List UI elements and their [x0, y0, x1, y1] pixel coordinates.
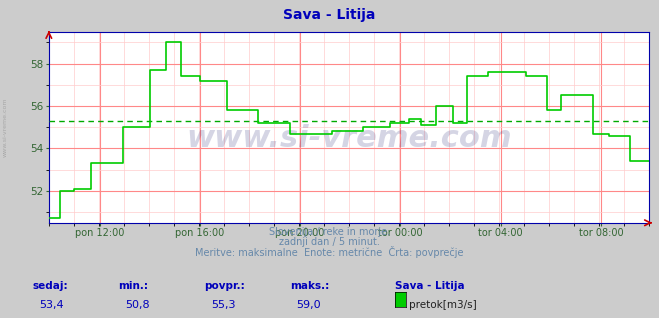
Text: zadnji dan / 5 minut.: zadnji dan / 5 minut.	[279, 237, 380, 247]
Text: Sava - Litija: Sava - Litija	[395, 281, 465, 291]
Text: Slovenija / reke in morje.: Slovenija / reke in morje.	[269, 227, 390, 237]
Text: Meritve: maksimalne  Enote: metrične  Črta: povprečje: Meritve: maksimalne Enote: metrične Črta…	[195, 246, 464, 259]
Text: 59,0: 59,0	[297, 300, 321, 309]
Text: sedaj:: sedaj:	[33, 281, 69, 291]
Text: min.:: min.:	[119, 281, 149, 291]
Text: www.si-vreme.com: www.si-vreme.com	[186, 124, 512, 153]
Text: povpr.:: povpr.:	[204, 281, 245, 291]
Text: 50,8: 50,8	[125, 300, 150, 309]
Text: maks.:: maks.:	[290, 281, 330, 291]
Text: Sava - Litija: Sava - Litija	[283, 8, 376, 22]
Text: www.si-vreme.com: www.si-vreme.com	[3, 97, 8, 157]
Text: 53,4: 53,4	[40, 300, 64, 309]
Text: pretok[m3/s]: pretok[m3/s]	[409, 300, 477, 309]
Text: 55,3: 55,3	[211, 300, 235, 309]
